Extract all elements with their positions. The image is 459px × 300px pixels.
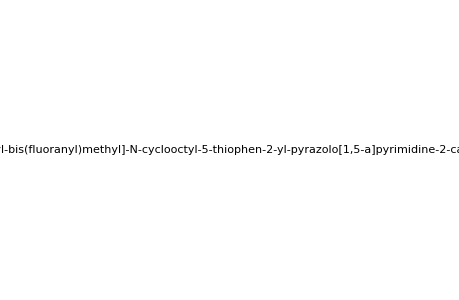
Text: 7-[chloranyl-bis(fluoranyl)methyl]-N-cyclooctyl-5-thiophen-2-yl-pyrazolo[1,5-a]p: 7-[chloranyl-bis(fluoranyl)methyl]-N-cyc… [0, 145, 459, 155]
